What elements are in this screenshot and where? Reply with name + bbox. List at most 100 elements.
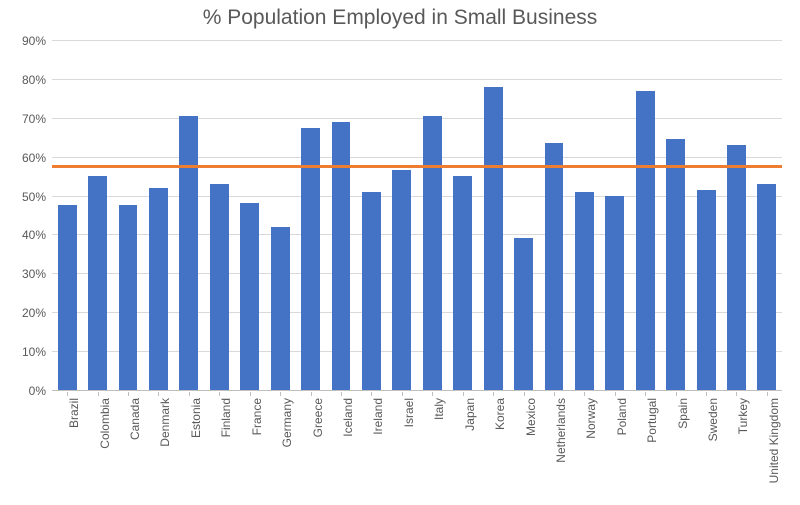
bar-slot	[660, 40, 690, 390]
bar	[88, 176, 107, 390]
bar-slot	[752, 40, 782, 390]
x-tick-label: Korea	[493, 398, 507, 430]
y-tick-label: 80%	[22, 73, 52, 87]
x-tick	[767, 392, 768, 396]
x-tick	[554, 392, 555, 396]
x-tick-label: Colombia	[98, 398, 112, 449]
plot-area: 0%10%20%30%40%50%60%70%80%90%	[52, 40, 782, 390]
bar-slot	[691, 40, 721, 390]
x-tick	[432, 392, 433, 396]
y-tick-label: 60%	[22, 151, 52, 165]
x-tick-label: Spain	[676, 398, 690, 429]
x-tick-label: Poland	[615, 398, 629, 435]
x-tick-label: Canada	[128, 398, 142, 440]
x-tick-label: Sweden	[706, 398, 720, 441]
x-tick	[736, 392, 737, 396]
bar	[149, 188, 168, 390]
y-tick-label: 30%	[22, 267, 52, 281]
bar	[453, 176, 472, 390]
bar-slot	[569, 40, 599, 390]
bar-slot	[82, 40, 112, 390]
bars-group	[52, 40, 782, 390]
bar-slot	[143, 40, 173, 390]
bar-slot	[721, 40, 751, 390]
y-tick-label: 70%	[22, 112, 52, 126]
x-tick	[402, 392, 403, 396]
y-tick-label: 10%	[22, 345, 52, 359]
bar	[636, 91, 655, 390]
x-tick-label: Mexico	[524, 398, 538, 436]
bar	[575, 192, 594, 390]
x-tick-label: Denmark	[158, 398, 172, 447]
x-tick-label: Iceland	[341, 398, 355, 437]
y-tick-label: 40%	[22, 228, 52, 242]
x-tick	[463, 392, 464, 396]
x-tick	[615, 392, 616, 396]
bar-slot	[478, 40, 508, 390]
x-tick	[371, 392, 372, 396]
bar-slot	[356, 40, 386, 390]
x-tick-label: Ireland	[371, 398, 385, 435]
x-tick-label: Turkey	[736, 398, 750, 434]
bar	[179, 116, 198, 390]
bar	[119, 205, 138, 390]
bar	[423, 116, 442, 390]
x-tick-label: Brazil	[67, 398, 81, 428]
x-tick-label: Finland	[219, 398, 233, 437]
x-tick-label: Greece	[311, 398, 325, 437]
bar-slot	[630, 40, 660, 390]
y-tick-label: 0%	[29, 384, 52, 398]
bar	[362, 192, 381, 390]
x-tick	[98, 392, 99, 396]
bar	[514, 238, 533, 390]
bar-slot	[600, 40, 630, 390]
bar	[727, 145, 746, 390]
bar-slot	[174, 40, 204, 390]
bar	[484, 87, 503, 390]
bar-slot	[204, 40, 234, 390]
x-tick	[645, 392, 646, 396]
bar-slot	[417, 40, 447, 390]
bar-slot	[447, 40, 477, 390]
bar-slot	[235, 40, 265, 390]
x-tick-label: Netherlands	[554, 398, 568, 463]
bar-slot	[295, 40, 325, 390]
bar	[666, 139, 685, 390]
bar-slot	[265, 40, 295, 390]
bar	[271, 227, 290, 390]
x-tick	[219, 392, 220, 396]
x-tick-label: Portugal	[645, 398, 659, 443]
chart-title: % Population Employed in Small Business	[0, 6, 800, 30]
reference-line	[52, 165, 782, 168]
x-tick	[493, 392, 494, 396]
bar-slot	[52, 40, 82, 390]
y-tick-label: 20%	[22, 306, 52, 320]
x-tick-label: France	[250, 398, 264, 435]
x-tick	[189, 392, 190, 396]
x-tick	[676, 392, 677, 396]
bar	[605, 196, 624, 390]
x-tick-label: Estonia	[189, 398, 203, 438]
bar	[240, 203, 259, 390]
x-tick	[128, 392, 129, 396]
bar	[545, 143, 564, 390]
bar-slot	[387, 40, 417, 390]
bar	[697, 190, 716, 390]
bar-slot	[113, 40, 143, 390]
x-tick	[250, 392, 251, 396]
x-tick	[524, 392, 525, 396]
bar	[757, 184, 776, 390]
bar	[58, 205, 77, 390]
x-tick-label: Norway	[584, 398, 598, 439]
x-tick-label: Germany	[280, 398, 294, 447]
chart-container: % Population Employed in Small Business …	[0, 0, 800, 505]
bar	[210, 184, 229, 390]
grid-line: 0%	[52, 390, 782, 391]
x-tick-label: Israel	[402, 398, 416, 427]
x-tick	[311, 392, 312, 396]
bar-slot	[539, 40, 569, 390]
x-tick	[706, 392, 707, 396]
x-tick-label: Italy	[432, 398, 446, 420]
y-tick-label: 90%	[22, 34, 52, 48]
x-tick	[341, 392, 342, 396]
